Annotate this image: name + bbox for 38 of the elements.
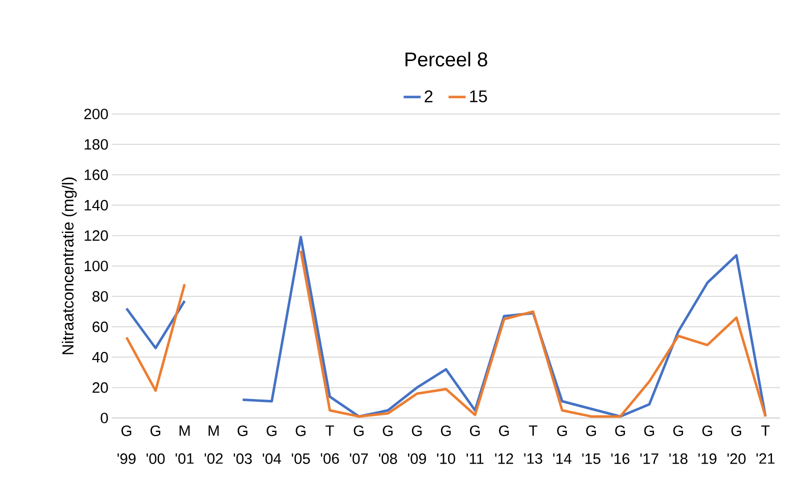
x-tick-label: G '15: [582, 426, 600, 464]
x-tick-label: G '08: [378, 426, 398, 464]
x-tick-label: M '01: [176, 426, 194, 464]
x-tick-label: G '18: [669, 426, 688, 464]
y-tick-label: 60: [92, 321, 108, 332]
y-tick-label: 40: [92, 352, 108, 362]
y-tick-label: 20: [92, 382, 108, 393]
x-tick-label: G '10: [437, 426, 456, 464]
y-tick-label: 80: [92, 291, 108, 302]
x-tick-label: G '99: [118, 426, 136, 464]
x-tick-label: G '04: [262, 426, 282, 464]
y-tick-label: 100: [84, 260, 108, 272]
x-tick-label: G '05: [292, 426, 310, 464]
x-tick-label: G '09: [408, 426, 426, 464]
y-axis-title: Nitraatconcentratie (mg/l): [62, 178, 77, 354]
x-tick-label: M '02: [204, 426, 223, 464]
x-tick-label: T '06: [320, 426, 339, 464]
x-tick-label: G '00: [146, 426, 165, 464]
legend-label: 2: [424, 90, 432, 102]
y-tick-label: 0: [100, 412, 108, 424]
y-tick-label: 120: [84, 230, 108, 241]
x-tick-label: G '03: [234, 426, 252, 464]
x-tick-label: G '19: [698, 426, 716, 464]
legend-label: 15: [470, 90, 487, 102]
x-tick-label: T '13: [524, 426, 542, 464]
x-tick-label: T '21: [756, 426, 774, 464]
x-tick-label: G '14: [553, 426, 572, 464]
x-tick-label: G '17: [640, 426, 658, 464]
y-tick-label: 200: [84, 108, 108, 120]
y-tick-label: 160: [84, 169, 108, 180]
chart-title: Perceel 8: [406, 52, 488, 66]
x-tick-label: G '07: [350, 426, 368, 464]
x-tick-label: G '20: [727, 426, 746, 464]
x-tick-label: G '12: [495, 426, 514, 464]
x-tick-label: G '16: [611, 426, 630, 464]
y-tick-label: 180: [84, 139, 108, 150]
y-tick-label: 140: [84, 200, 108, 210]
x-tick-label: G '11: [466, 426, 484, 464]
